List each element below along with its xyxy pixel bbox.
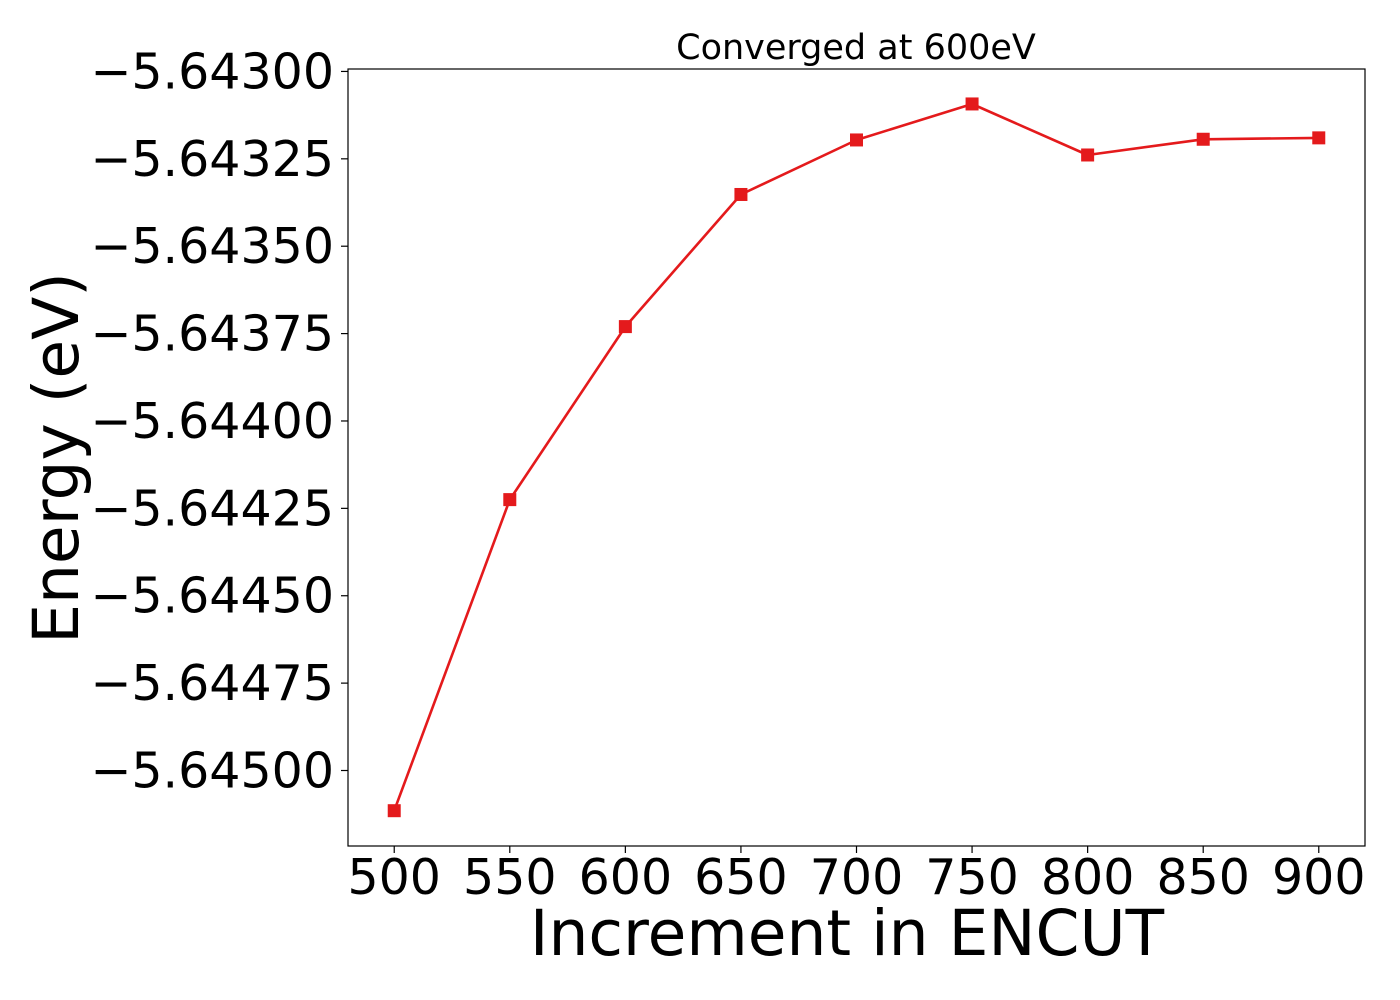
data-point-marker [965, 97, 979, 111]
x-tick-label: 850 [1156, 849, 1250, 906]
x-tick-label: 650 [694, 849, 788, 906]
y-tick-label: −5.64475 [90, 655, 334, 712]
x-tick-label: 550 [463, 849, 557, 906]
y-tick-label: −5.64350 [90, 218, 334, 275]
chart-title: Converged at 600eV [676, 28, 1036, 68]
y-tick-label: −5.64325 [90, 131, 334, 188]
x-axis: 500 550 600 650 700 750 800 850 900 [347, 846, 1366, 906]
series-layer [387, 97, 1326, 818]
y-tick-label: −5.64300 [90, 43, 334, 100]
data-point-marker [1312, 131, 1326, 145]
data-point-marker [734, 187, 748, 201]
x-tick-label: 500 [347, 849, 441, 906]
data-point-marker [1081, 148, 1095, 162]
y-tick-label: −5.64500 [90, 743, 334, 800]
series-line [392, 102, 1319, 812]
y-tick-label: −5.64450 [90, 568, 334, 625]
plot-area-frame [347, 68, 1366, 847]
x-tick-label: 800 [1041, 849, 1135, 906]
y-axis: −5.64500 −5.64475 −5.64450 −5.64425 −5.64400… [90, 43, 348, 800]
data-point-marker [850, 133, 863, 147]
x-tick-label: 900 [1272, 849, 1366, 906]
x-tick-label: 600 [579, 849, 673, 906]
x-tick-label: 750 [925, 849, 1019, 906]
data-point-marker [618, 320, 632, 334]
data-point-marker [503, 493, 517, 507]
data-point-marker [1196, 132, 1210, 146]
x-axis-label: Increment in ENCUT [530, 897, 1165, 970]
y-tick-label: −5.64400 [90, 393, 334, 450]
data-point-marker [387, 804, 401, 818]
y-axis-label: Energy (eV) [20, 272, 93, 644]
y-tick-label: −5.64375 [90, 306, 334, 363]
x-tick-label: 700 [810, 849, 904, 906]
y-tick-label: −5.64425 [90, 480, 334, 537]
